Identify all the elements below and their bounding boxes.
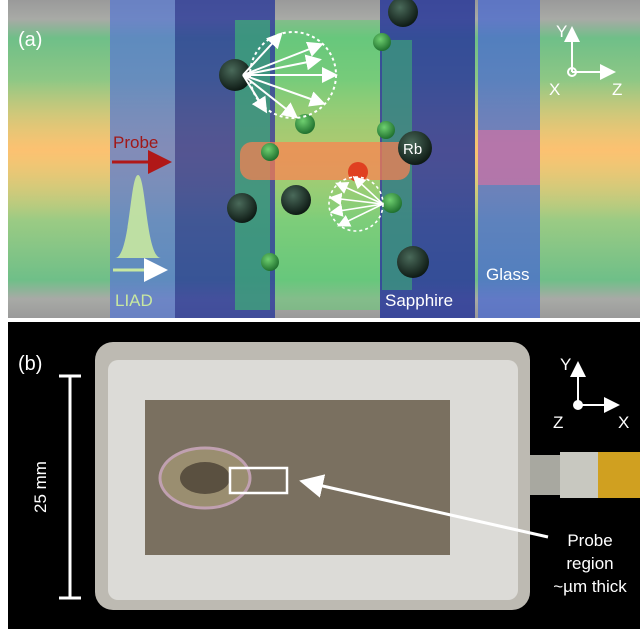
atom-label: Rb [403,141,422,158]
axis-label: Y [560,355,571,374]
axis-label: Z [612,80,622,99]
axis-origin [574,401,582,409]
callout-text: Probe [567,531,612,550]
axis-label: X [549,80,560,99]
probe-label: Probe [113,133,158,152]
atom [281,185,311,215]
axis-label: Z [553,413,563,432]
atom [348,162,368,182]
atom [382,193,402,213]
liad-label: LIAD [115,291,153,310]
panel-label: (a) [18,29,42,51]
atom [377,121,395,139]
panel-a: (a) Y X Z Probe Rb LIAD Sapphire Glass [8,0,640,318]
callout-text: ~µm thick [553,577,627,596]
callout-text: region [566,554,613,573]
scale-label: 25 mm [31,461,50,513]
panel-b: (b) Y Z X 25 mm Probe region ~µm thick [8,322,640,629]
atom [261,253,279,271]
atom [373,33,391,51]
sapphire-label: Sapphire [385,291,453,310]
atom [261,143,279,161]
tape [598,452,640,498]
atom [397,246,429,278]
beam-glass [478,130,540,185]
interference-center [180,462,230,494]
glass-label: Glass [486,265,529,284]
atom [227,193,257,223]
axis-label: Y [556,22,567,41]
axis-label: X [618,413,629,432]
figure: (a) Y X Z Probe Rb LIAD Sapphire Glass ( [0,0,642,629]
panel-label: (b) [18,353,42,375]
